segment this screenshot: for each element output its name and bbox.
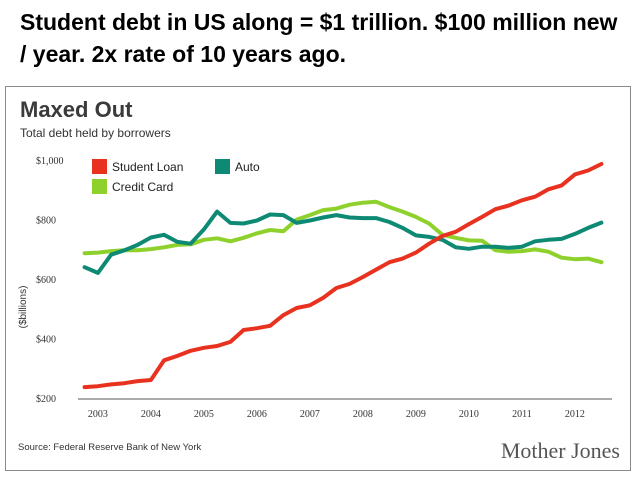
legend-label-student-loan: Student Loan bbox=[112, 160, 183, 174]
series-line-credit-card bbox=[82, 199, 604, 265]
slide-heading: Student debt in US along = $1 trillion. … bbox=[20, 9, 618, 67]
source-label: Source: Federal Reserve Bank of New York bbox=[18, 442, 201, 453]
x-tick-label: 2011 bbox=[512, 409, 532, 420]
y-tick-label: $1,000 bbox=[36, 156, 64, 167]
x-tick-label: 2012 bbox=[565, 409, 585, 420]
x-tick-label: 2006 bbox=[247, 409, 267, 420]
y-axis-label: ($billions) bbox=[18, 286, 29, 329]
x-tick-group: 2003 2004 2005 2006 2007 2008 2009 2010 2011 2012 bbox=[88, 409, 585, 420]
y-tick-label: $600 bbox=[36, 275, 56, 286]
x-tick-label: 2005 bbox=[194, 409, 214, 420]
series-line-student-loan bbox=[82, 162, 604, 390]
x-tick-label: 2008 bbox=[353, 409, 373, 420]
y-tick-group: $200 $400 $600 $800 $1,000 bbox=[36, 156, 64, 405]
legend-label-auto: Auto bbox=[235, 160, 260, 174]
x-tick-label: 2010 bbox=[459, 409, 479, 420]
legend-label-credit-card: Credit Card bbox=[112, 180, 173, 194]
x-tick-label: 2009 bbox=[406, 409, 426, 420]
brand-logo: Mother Jones bbox=[501, 438, 620, 463]
chart-svg: Maxed Out Total debt held by borrowers (… bbox=[18, 97, 620, 463]
series-group bbox=[82, 162, 604, 390]
chart-title: Maxed Out bbox=[20, 97, 133, 122]
x-tick-label: 2007 bbox=[300, 409, 320, 420]
y-tick-label: $200 bbox=[36, 394, 56, 405]
chart-frame: Maxed Out Total debt held by borrowers (… bbox=[5, 86, 631, 471]
series-line-auto bbox=[82, 209, 604, 275]
chart-subtitle: Total debt held by borrowers bbox=[20, 126, 171, 140]
legend-swatch-auto bbox=[215, 159, 230, 174]
legend: Student Loan Auto Credit Card bbox=[92, 159, 260, 194]
y-tick-label: $400 bbox=[36, 335, 56, 346]
x-tick-label: 2004 bbox=[141, 409, 161, 420]
legend-swatch-credit-card bbox=[92, 179, 107, 194]
x-tick-label: 2003 bbox=[88, 409, 108, 420]
legend-swatch-student-loan bbox=[92, 159, 107, 174]
y-tick-label: $800 bbox=[36, 216, 56, 227]
